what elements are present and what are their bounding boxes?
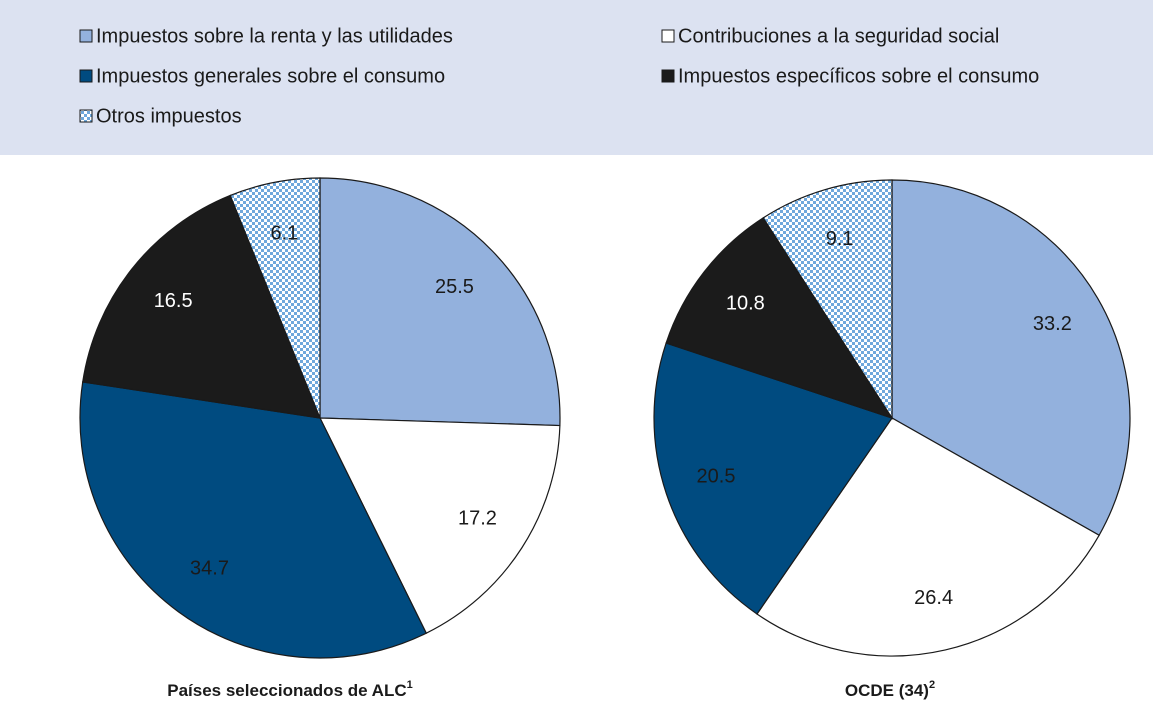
pies: 25.5 17.2 34.7 16.5 6.1 Países seleccionados … bbox=[79, 177, 1131, 701]
legend-label: Impuestos generales sobre el consumo bbox=[96, 65, 445, 87]
title-note: 1 bbox=[407, 679, 413, 691]
legend-background bbox=[0, 0, 1153, 155]
pie-slice bbox=[762, 179, 893, 421]
data-label: 33.2 bbox=[1033, 313, 1072, 335]
pie-slice bbox=[319, 417, 561, 634]
data-label: 20.5 bbox=[697, 465, 736, 487]
data-label: 6.1 bbox=[270, 223, 298, 245]
pie-slice bbox=[319, 177, 561, 427]
legend-swatch bbox=[79, 69, 93, 83]
data-label: 26.4 bbox=[914, 587, 953, 609]
data-label: 16.5 bbox=[154, 290, 193, 312]
legend-swatch bbox=[661, 29, 675, 43]
legend-label: Impuestos específicos sobre el consumo bbox=[678, 65, 1039, 87]
title-note: 2 bbox=[929, 679, 935, 691]
legend-label: Impuestos sobre la renta y las utilidade… bbox=[96, 25, 453, 47]
pie-slice bbox=[665, 217, 894, 420]
pie-slice bbox=[79, 381, 428, 659]
pie-slice bbox=[756, 417, 1100, 657]
data-label: 10.8 bbox=[726, 293, 765, 315]
legend-label: Otros impuestos bbox=[96, 105, 242, 127]
chart-title: OCDE (34)2 bbox=[845, 679, 935, 701]
legend-swatch bbox=[79, 29, 93, 43]
chart-title: Países seleccionados de ALC1 bbox=[167, 679, 413, 701]
data-label: 9.1 bbox=[826, 228, 854, 250]
pie-slice bbox=[653, 342, 893, 615]
legend-swatch bbox=[79, 109, 93, 123]
legend: Impuestos sobre la renta y las utilidade… bbox=[79, 25, 1039, 127]
legend-swatch bbox=[661, 69, 675, 83]
pie-slice bbox=[891, 179, 1131, 537]
data-label: 17.2 bbox=[458, 508, 497, 530]
data-label: 34.7 bbox=[190, 557, 229, 579]
legend-label: Contribuciones a la seguridad social bbox=[678, 25, 999, 47]
title-text: OCDE (34) bbox=[845, 681, 929, 700]
title-text: Países seleccionados de ALC bbox=[167, 681, 406, 700]
pie-slice bbox=[229, 177, 321, 419]
data-label: 25.5 bbox=[435, 276, 474, 298]
pie-slice bbox=[82, 194, 321, 419]
